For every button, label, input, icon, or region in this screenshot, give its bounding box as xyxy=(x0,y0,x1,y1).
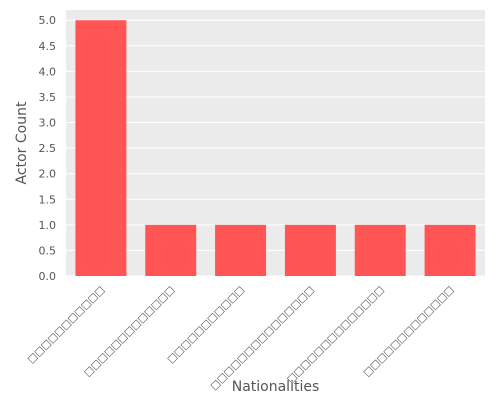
y-tick-label: 0.5 xyxy=(39,244,57,257)
bar xyxy=(354,224,406,276)
y-tick-label: 3.5 xyxy=(39,91,57,104)
bar xyxy=(424,224,476,276)
y-tick-label: 1.0 xyxy=(39,219,57,232)
y-tick-label: 2.5 xyxy=(39,142,57,155)
plot-background xyxy=(66,10,485,276)
y-tick-label: 5.0 xyxy=(39,14,57,27)
x-tick-labels: □□□□□□□□□□□□□□□□□□□□□□□□□□□□□□□□□□□□□□□□… xyxy=(26,284,456,392)
x-tick-label: □□□□□□□□□□□ xyxy=(165,284,246,365)
y-tick-label: 2.0 xyxy=(39,168,57,181)
grid-lines xyxy=(66,19,485,277)
bar xyxy=(215,224,267,276)
y-axis-label: Actor Count xyxy=(14,101,30,184)
y-tick-label: 4.0 xyxy=(39,65,57,78)
bar xyxy=(145,224,197,276)
x-axis-label: Nationalities xyxy=(232,379,320,395)
x-tick-label: □□□□□□□□□□□ xyxy=(26,284,107,365)
bar xyxy=(75,20,127,276)
bars xyxy=(75,20,476,276)
y-tick-labels: 0.0 0.5 1.0 1.5 2.0 2.5 3.0 3.5 4.0 4.5 5.0 xyxy=(39,14,57,283)
y-tick-label: 0.0 xyxy=(39,270,57,283)
y-tick-label: 4.5 xyxy=(39,40,57,53)
bar xyxy=(284,224,336,276)
y-tick-label: 3.0 xyxy=(39,117,57,130)
y-tick-label: 1.5 xyxy=(39,193,57,206)
